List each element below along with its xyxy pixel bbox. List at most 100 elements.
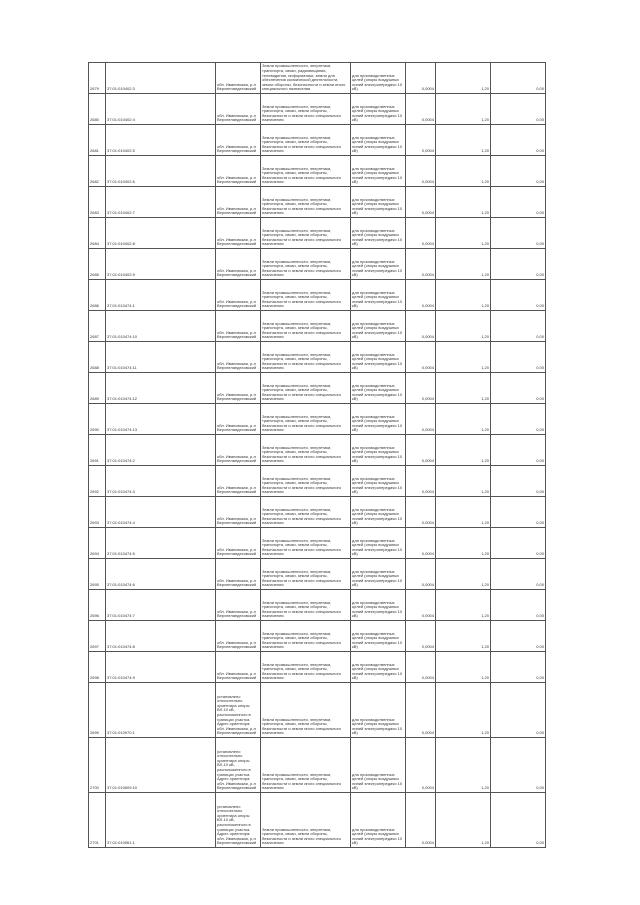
table-cell: 0,0004 [405,589,436,621]
table-cell: 0,00 [490,434,546,466]
table-cell: Земли промышленности, энергетики, трансп… [260,737,351,793]
table-cell: 0,00 [490,93,546,125]
table-row: 2687 37:01:010474:10 обл. Ивановская, р-н … [88,310,546,342]
table-cell: 1,20 [435,558,491,590]
table-cell: 1,20 [435,589,491,621]
table-cell: 2685 [88,248,106,280]
table-cell: 37:01:010474:2 [105,434,216,466]
table-cell: 0,00 [490,527,546,559]
table-cell: для производственных целей (опоры воздуш… [350,93,406,125]
table-cell: для производственных целей (опоры воздуш… [350,620,406,652]
table-cell: 37:01:010474:11 [105,341,216,373]
table-cell: 2683 [88,186,106,218]
table-cell: 0,00 [490,558,546,590]
table-cell: 0,00 [490,465,546,497]
table-cell: для производственных целей (опоры воздуш… [350,372,406,404]
table-cell: установлено относительно ориентира опоры… [215,682,261,738]
table-cell: Земли промышленности, энергетики, трансп… [260,403,351,435]
table-cell: обл. Ивановская, р-н Верхнеландеховский [215,93,261,125]
table-row: 2682 37:01:010402:6 обл. Ивановская, р-н В… [88,155,546,187]
table-row: 2691 37:01:010474:2 обл. Ивановская, р-н В… [88,434,546,466]
table-cell: Земли промышленности, энергетики, трансп… [260,620,351,652]
table-cell: 1,20 [435,248,491,280]
table-cell: 1,20 [435,186,491,218]
table-cell: 0,0004 [405,527,436,559]
table-cell: 2695 [88,558,106,590]
table-cell: Земли промышленности, энергетики, трансп… [260,372,351,404]
table-cell: 1,20 [435,372,491,404]
table-cell: Земли промышленности, энергетики, трансп… [260,279,351,311]
table-cell: 2690 [88,403,106,435]
table-row: 2695 37:01:010474:6 обл. Ивановская, р-н В… [88,558,546,590]
table-cell: Земли промышленности, энергетики, трансп… [260,558,351,590]
table-cell: Земли промышленности, энергетики, трансп… [260,62,351,94]
table-cell: 2686 [88,279,106,311]
table-row: 2689 37:01:010474:12 обл. Ивановская, р-н … [88,372,546,404]
table-cell: 0,0004 [405,434,436,466]
table-cell: 37:01:010474:5 [105,527,216,559]
table-cell: 1,20 [435,527,491,559]
table-cell: для производственных целей (опоры воздуш… [350,589,406,621]
table-cell: 0,0004 [405,372,436,404]
table-cell: 1,20 [435,651,491,683]
table-cell: 37:01:010474:8 [105,620,216,652]
table-cell: обл. Ивановская, р-н Верхнеландеховский [215,403,261,435]
table-cell: 37:01:010961:1 [105,792,216,848]
table-cell: 0,0004 [405,737,436,793]
table-row: 2686 37:01:010474:1 обл. Ивановская, р-н В… [88,279,546,311]
table-cell: 2692 [88,465,106,497]
table-cell: для производственных целей (опоры воздуш… [350,403,406,435]
table-cell: для производственных целей (опоры воздуш… [350,155,406,187]
table-cell: 2682 [88,155,106,187]
table-cell: Земли промышленности, энергетики, трансп… [260,589,351,621]
table-cell: 2699 [88,682,106,738]
table-cell: Земли промышленности, энергетики, трансп… [260,792,351,848]
table-row: 2684 37:01:010402:8 обл. Ивановская, р-н В… [88,217,546,249]
table-cell: 1,20 [435,124,491,156]
table-cell: 1,20 [435,792,491,848]
table-cell: 1,20 [435,217,491,249]
table-cell: 2694 [88,527,106,559]
table-cell: 1,20 [435,496,491,528]
table-cell: 1,20 [435,620,491,652]
table-cell: 0,0004 [405,465,436,497]
table-cell: 2689 [88,372,106,404]
table-cell: для производственных целей (опоры воздуш… [350,737,406,793]
table-cell: для производственных целей (опоры воздуш… [350,310,406,342]
table-cell: 0,0004 [405,792,436,848]
table-cell: 0,00 [490,372,546,404]
table-cell: для производственных целей (опоры воздуш… [350,186,406,218]
table-cell: Земли промышленности, энергетики, трансп… [260,155,351,187]
table-cell: 0,00 [490,341,546,373]
table-cell: обл. Ивановская, р-н Верхнеландеховский [215,248,261,280]
table-cell: 37:01:010402:9 [105,248,216,280]
table-cell: 2701 [88,792,106,848]
table-cell: для производственных целей (опоры воздуш… [350,496,406,528]
table-cell: Земли промышленности, энергетики, трансп… [260,434,351,466]
table-cell: 0,00 [490,682,546,738]
table-row: 2698 37:01:010474:9 обл. Ивановская, р-н В… [88,651,546,683]
table-row: 2692 37:01:010474:3 обл. Ивановская, р-н В… [88,465,546,497]
table-cell: Земли промышленности, энергетики, трансп… [260,93,351,125]
table-cell: для производственных целей (опоры воздуш… [350,527,406,559]
table-cell: 37:01:010474:1 [105,279,216,311]
table-cell: 0,00 [490,248,546,280]
table-cell: 0,00 [490,186,546,218]
table-cell: 37:01:010402:5 [105,124,216,156]
table-row: 2694 37:01:010474:5 обл. Ивановская, р-н В… [88,527,546,559]
table-cell: для производственных целей (опоры воздуш… [350,682,406,738]
table-cell: 0,00 [490,310,546,342]
table-cell: 2681 [88,124,106,156]
table-cell: обл. Ивановская, р-н Верхнеландеховский [215,62,261,94]
table-cell: 37:01:010402:4 [105,93,216,125]
table-cell: 0,0004 [405,558,436,590]
table-cell: Земли промышленности, энергетики, трансп… [260,217,351,249]
table-cell: для производственных целей (опоры воздуш… [350,217,406,249]
table-cell: 2691 [88,434,106,466]
table-cell: 0,0004 [405,217,436,249]
table-cell: для производственных целей (опоры воздуш… [350,279,406,311]
table-cell: 0,0004 [405,62,436,94]
table-cell: 0,0004 [405,279,436,311]
table-cell: Земли промышленности, энергетики, трансп… [260,682,351,738]
